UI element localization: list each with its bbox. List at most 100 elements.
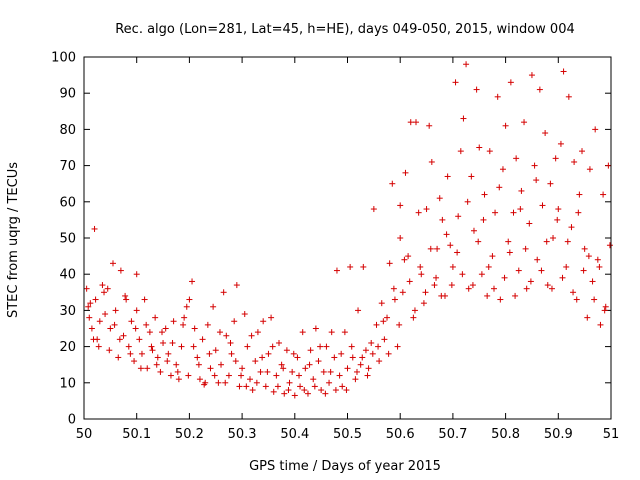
data-point bbox=[407, 119, 414, 126]
data-point bbox=[128, 318, 135, 325]
data-point bbox=[501, 274, 508, 281]
data-point bbox=[547, 180, 554, 187]
data-point bbox=[423, 206, 430, 213]
data-point bbox=[257, 368, 264, 375]
data-point bbox=[402, 169, 409, 176]
data-point bbox=[584, 314, 591, 321]
data-point bbox=[428, 158, 435, 165]
data-point bbox=[301, 387, 308, 394]
data-point bbox=[317, 343, 324, 350]
data-point bbox=[181, 314, 188, 321]
y-tick-label: 80 bbox=[59, 123, 76, 138]
data-point bbox=[543, 238, 550, 245]
data-point bbox=[191, 325, 198, 332]
data-point bbox=[332, 387, 339, 394]
data-point bbox=[231, 318, 238, 325]
data-point bbox=[602, 303, 609, 310]
data-point bbox=[199, 336, 206, 343]
data-point bbox=[154, 354, 161, 361]
data-point bbox=[86, 314, 93, 321]
data-point bbox=[552, 155, 559, 162]
data-point bbox=[132, 325, 139, 332]
data-point bbox=[475, 238, 482, 245]
data-point bbox=[399, 289, 406, 296]
data-point bbox=[521, 119, 528, 126]
data-point bbox=[107, 325, 114, 332]
data-point bbox=[87, 300, 94, 307]
data-point bbox=[390, 285, 397, 292]
data-point bbox=[389, 180, 396, 187]
data-point bbox=[344, 365, 351, 372]
data-point bbox=[323, 343, 330, 350]
data-point bbox=[174, 368, 181, 375]
data-point bbox=[338, 350, 345, 357]
data-point bbox=[512, 292, 519, 299]
data-point bbox=[476, 144, 483, 151]
data-point bbox=[515, 267, 522, 274]
data-point bbox=[522, 245, 529, 252]
data-point bbox=[478, 271, 485, 278]
data-point bbox=[357, 361, 364, 368]
data-point bbox=[190, 343, 197, 350]
data-point bbox=[164, 358, 171, 365]
plot-frame bbox=[83, 56, 612, 420]
data-point bbox=[222, 379, 229, 386]
data-point bbox=[211, 372, 218, 379]
data-point bbox=[343, 387, 350, 394]
data-point bbox=[568, 224, 575, 231]
data-point bbox=[101, 289, 108, 296]
data-point bbox=[247, 376, 254, 383]
data-point bbox=[469, 282, 476, 289]
data-point bbox=[220, 289, 227, 296]
data-point bbox=[286, 379, 293, 386]
data-point bbox=[327, 368, 334, 375]
data-point bbox=[426, 122, 433, 129]
data-point bbox=[381, 336, 388, 343]
data-point bbox=[557, 140, 564, 147]
data-point bbox=[527, 278, 534, 285]
data-point bbox=[269, 343, 276, 350]
x-tick-label: 50.6 bbox=[386, 427, 415, 442]
data-point bbox=[112, 307, 119, 314]
data-point bbox=[207, 365, 214, 372]
data-point bbox=[459, 271, 466, 278]
x-tick-label: 50.8 bbox=[491, 427, 520, 442]
data-point bbox=[485, 263, 492, 270]
x-tick-label: 50 bbox=[76, 427, 93, 442]
data-points bbox=[83, 61, 613, 399]
data-point bbox=[506, 249, 513, 256]
data-point bbox=[531, 162, 538, 169]
data-point bbox=[131, 358, 138, 365]
data-point bbox=[386, 260, 393, 267]
data-point bbox=[369, 350, 376, 357]
data-point bbox=[352, 376, 359, 383]
data-point bbox=[505, 238, 512, 245]
data-point bbox=[318, 387, 325, 394]
data-point bbox=[592, 126, 599, 133]
data-point bbox=[539, 202, 546, 209]
data-point bbox=[186, 296, 193, 303]
data-point bbox=[417, 263, 424, 270]
data-point bbox=[299, 329, 306, 336]
y-tick-label: 90 bbox=[59, 87, 76, 102]
data-point bbox=[492, 209, 499, 216]
data-point bbox=[360, 263, 367, 270]
data-point bbox=[165, 350, 172, 357]
data-point bbox=[364, 372, 371, 379]
data-point bbox=[470, 227, 477, 234]
data-point bbox=[564, 238, 571, 245]
data-point bbox=[394, 343, 401, 350]
data-point bbox=[204, 321, 211, 328]
data-point bbox=[468, 173, 475, 180]
data-point bbox=[410, 314, 417, 321]
data-point bbox=[116, 336, 123, 343]
data-point bbox=[254, 329, 261, 336]
data-point bbox=[380, 318, 387, 325]
data-point bbox=[347, 263, 354, 270]
data-point bbox=[368, 339, 375, 346]
data-point bbox=[517, 206, 524, 213]
data-point bbox=[536, 86, 543, 93]
data-point bbox=[544, 282, 551, 289]
data-point bbox=[413, 119, 420, 126]
data-point bbox=[538, 267, 545, 274]
